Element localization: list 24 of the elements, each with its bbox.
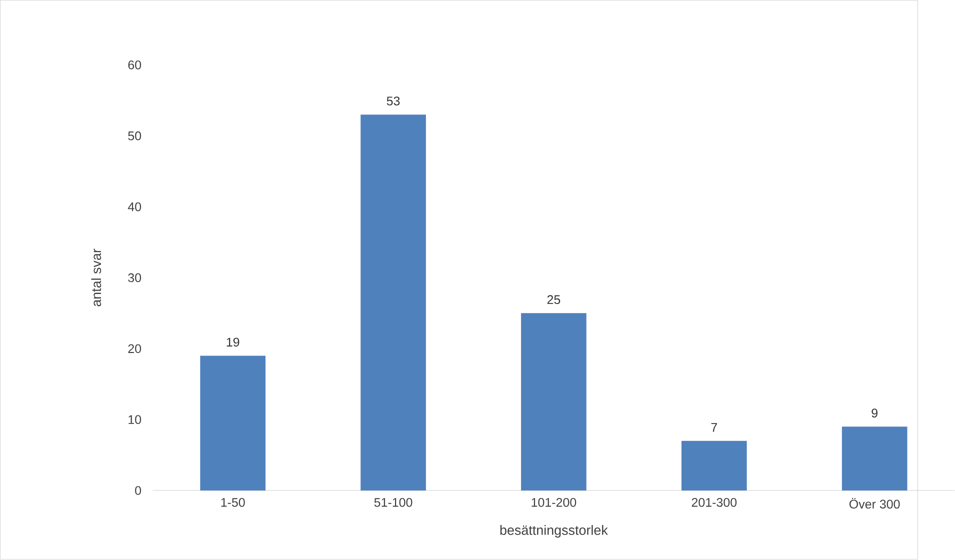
x-tick-label: 1-50: [221, 498, 245, 508]
y-tick-label: 30: [128, 274, 142, 282]
data-label: 19: [226, 338, 240, 347]
y-axis-title: antal svar: [91, 249, 102, 307]
y-tick-label: 10: [128, 415, 142, 424]
bar: [521, 313, 586, 491]
y-tick-label: 0: [135, 486, 142, 496]
bar: [360, 114, 426, 491]
data-label: 53: [386, 96, 400, 106]
x-tick-label: 51-100: [374, 498, 412, 508]
data-label: 25: [547, 295, 560, 304]
data-label: 7: [711, 423, 717, 432]
y-tick-label: 40: [128, 202, 142, 212]
bar: [200, 356, 266, 491]
bar: [842, 426, 908, 491]
x-axis-title: besättningsstorlek: [500, 525, 608, 538]
y-tick-label: 50: [128, 132, 142, 141]
bar: [681, 441, 747, 491]
y-tick-label: 60: [128, 60, 142, 70]
x-tick-label: 101-200: [532, 498, 576, 508]
x-tick-label: Över 300: [849, 498, 900, 509]
y-tick-label: 20: [128, 344, 142, 354]
data-label: 9: [872, 408, 878, 418]
x-tick-label: 201-300: [692, 498, 737, 508]
